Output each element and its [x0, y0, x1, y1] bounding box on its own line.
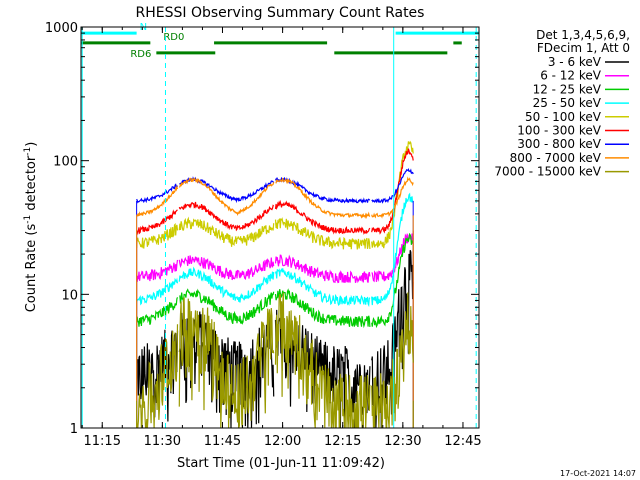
x-tick-label-4: 12:15 [324, 434, 361, 449]
legend-header-line-2: FDecim 1, Att 0 [537, 41, 630, 55]
flag-rd6-label: RD6 [130, 49, 151, 60]
legend-header-line-1: Det 1,3,4,5,6,9, [536, 28, 630, 42]
x-tick-label-2: 11:45 [204, 434, 241, 449]
series-line-3 [136, 192, 414, 308]
legend-label-8: 7000 - 15000 keV [494, 165, 601, 179]
footer-timestamp: 17-Oct-2021 14:07 [560, 469, 636, 478]
flag-night-label: N [140, 22, 147, 33]
plot-area: N RD0 RD6 11:15 11:30 11:45 12:00 12:15 12:30 12… [45, 21, 482, 449]
series-line-1 [136, 233, 414, 284]
flag-bars: N RD0 RD6 [81, 22, 479, 60]
legend-label-2: 12 - 25 keV [533, 82, 602, 96]
series-line-6 [136, 167, 414, 204]
y-axis-label-mid: detector [24, 155, 39, 215]
y-axis-label-sup1: -1 [23, 215, 33, 224]
flag-rd0-label: RD0 [163, 32, 184, 43]
y-axis-label-main: Count Rate (s [24, 224, 39, 313]
x-tick-label-3: 12:00 [264, 434, 301, 449]
series-lines [136, 140, 414, 428]
series-line-4 [136, 140, 414, 250]
y-tick-label-2: 100 [53, 155, 78, 170]
legend: Det 1,3,4,5,6,9, FDecim 1, Att 0 3 - 6 k… [494, 28, 630, 179]
series-line-7 [136, 176, 414, 220]
legend-label-0: 3 - 6 keV [548, 55, 602, 69]
y-axis-label-end: ) [24, 142, 39, 147]
y-tick-label-0: 1 [70, 422, 78, 437]
legend-label-7: 800 - 7000 keV [510, 151, 602, 165]
x-axis-label: Start Time (01-Jun-11 11:09:42) [177, 456, 385, 471]
y-tick-label-3: 1000 [45, 21, 78, 36]
x-tick-label-0: 11:15 [84, 434, 121, 449]
series-line-8 [136, 292, 414, 428]
x-tick-label-5: 12:30 [384, 434, 421, 449]
y-axis-ticks: 1 10 100 1000 [45, 21, 479, 437]
y-axis-label-sup2: -1 [23, 147, 33, 156]
x-tick-label-6: 12:45 [444, 434, 481, 449]
legend-label-3: 25 - 50 keV [533, 96, 602, 110]
x-tick-label-1: 11:30 [144, 434, 181, 449]
legend-label-6: 300 - 800 keV [517, 137, 601, 151]
orbit-markers [81, 27, 477, 428]
chart-title: RHESSI Observing Summary Count Rates [136, 5, 425, 21]
legend-label-5: 100 - 300 keV [517, 124, 601, 138]
series-line-5 [136, 148, 414, 236]
x-axis-ticks: 11:15 11:30 11:45 12:00 12:15 12:30 12:45 [81, 27, 482, 449]
y-tick-label-1: 10 [61, 288, 78, 303]
legend-label-1: 6 - 12 keV [540, 69, 602, 83]
plot-frame [80, 26, 480, 429]
y-axis-label: Count Rate (s-1 detector-1) [23, 142, 39, 313]
legend-label-4: 50 - 100 keV [525, 110, 602, 124]
series-line-2 [136, 232, 414, 329]
